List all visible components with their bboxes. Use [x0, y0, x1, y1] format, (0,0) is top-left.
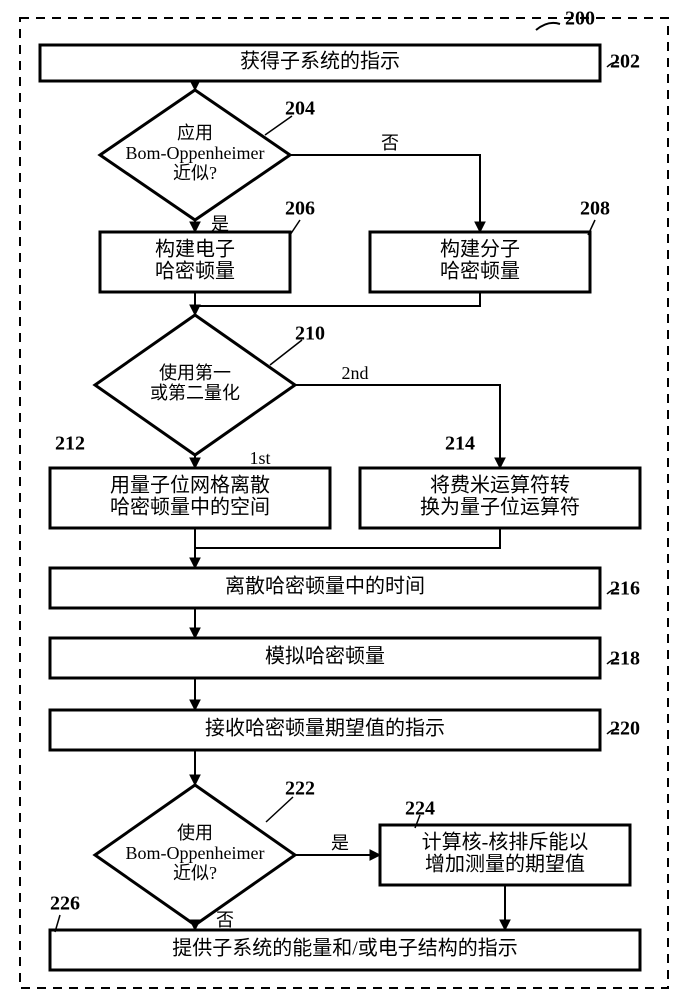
svg-text:200: 200 — [565, 8, 595, 30]
box-label: 计算核-核排斥能以 — [422, 831, 589, 854]
box-label: 将费米运算符转 — [430, 474, 570, 497]
diamond-label: 近似? — [173, 863, 217, 883]
box-label: 接收哈密顿量期望值的指示 — [205, 717, 445, 740]
reference-number: 216 — [610, 578, 640, 600]
box-label: 用量子位网格离散 — [110, 474, 270, 497]
edge-label: 否 — [216, 910, 234, 930]
edge-label: 否 — [381, 133, 399, 153]
flow-edge — [195, 528, 500, 548]
box-label: 增加测量的期望值 — [425, 853, 585, 876]
diamond-label: 应用 — [177, 123, 213, 143]
edge-label: 1st — [249, 448, 270, 468]
box-label: 模拟哈密顿量 — [265, 645, 385, 668]
edge-label: 2nd — [342, 363, 369, 383]
diamond-label: 或第二量化 — [150, 383, 240, 403]
reference-number: 226 — [50, 893, 80, 915]
reference-number: 210 — [295, 323, 325, 345]
diamond-label: 使用第一 — [159, 363, 231, 383]
box-label: 哈密顿量 — [440, 260, 520, 283]
reference-number: 220 — [610, 718, 640, 740]
box-label: 换为量子位运算符 — [420, 496, 580, 519]
edge-label: 是 — [211, 214, 229, 234]
diamond-label: 使用 — [177, 823, 213, 843]
diamond-label: 近似? — [173, 163, 217, 183]
box-label: 哈密顿量 — [155, 260, 235, 283]
reference-number: 214 — [445, 433, 475, 455]
box-label: 提供子系统的能量和/或电子结构的指示 — [172, 937, 518, 960]
box-label: 获得子系统的指示 — [240, 50, 400, 73]
box-label: 哈密顿量中的空间 — [110, 496, 270, 519]
diamond-label: Bom-Oppenheimer — [126, 143, 265, 163]
box-label: 构建分子 — [440, 238, 520, 261]
flow-edge — [295, 385, 500, 468]
reference-number: 222 — [285, 778, 315, 800]
box-label: 离散哈密顿量中的时间 — [225, 575, 425, 598]
flow-edge — [195, 292, 480, 306]
edge-label: 是 — [331, 833, 349, 853]
reference-number: 218 — [610, 648, 640, 670]
reference-number: 206 — [285, 198, 315, 220]
reference-number: 212 — [55, 433, 85, 455]
flow-edge — [290, 155, 480, 232]
flowchart-svg: 200获得子系统的指示202构建电子哈密顿量206构建分子哈密顿量208用量子位… — [0, 0, 688, 1000]
reference-number: 204 — [285, 98, 315, 120]
diamond-label: Bom-Oppenheimer — [126, 843, 265, 863]
reference-number: 208 — [580, 198, 610, 220]
reference-number: 224 — [405, 798, 435, 820]
box-label: 构建电子 — [155, 238, 235, 261]
reference-number: 202 — [610, 51, 640, 73]
